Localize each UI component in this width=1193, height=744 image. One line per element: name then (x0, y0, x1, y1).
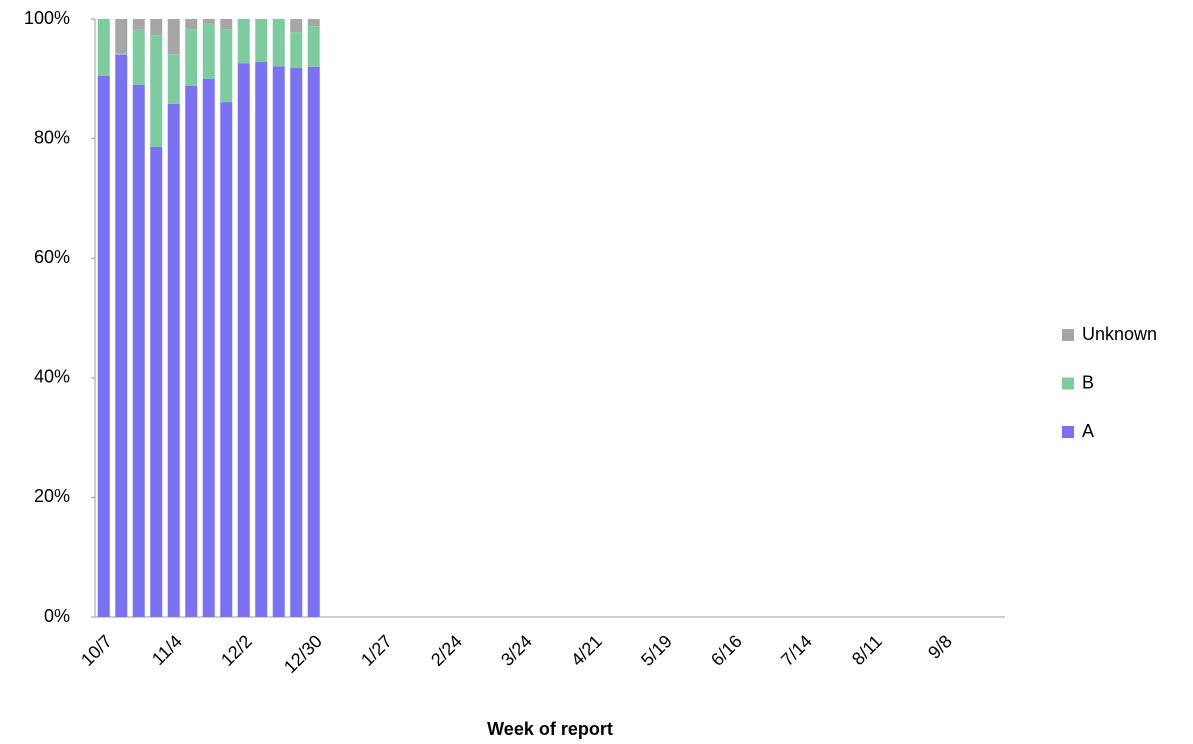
x-tick-label: 6/16 (707, 631, 746, 670)
bar-segment (132, 19, 145, 30)
bar-segment (132, 84, 145, 617)
x-tick-label: 2/24 (427, 631, 466, 670)
bar-segment (115, 54, 128, 617)
x-tick-label: 4/21 (567, 631, 606, 670)
y-tick-label: 100% (24, 8, 70, 28)
bar-segment (150, 146, 163, 618)
x-tick-label: 5/19 (637, 631, 676, 670)
bar-segment (132, 29, 145, 85)
legend-label: Unknown (1082, 324, 1157, 344)
y-tick-label: 40% (34, 367, 70, 387)
x-tick-label: 12/2 (217, 631, 256, 670)
legend-swatch (1062, 329, 1074, 341)
bar-segment (272, 66, 285, 617)
bar-segment (167, 103, 180, 617)
bar-segment (115, 19, 128, 54)
bar-segment (220, 29, 233, 103)
x-tick-label: 3/24 (497, 631, 536, 670)
y-tick-label: 0% (44, 606, 70, 626)
bar-segment (167, 54, 180, 104)
x-tick-label: 1/27 (357, 631, 396, 670)
bar-segment (237, 63, 250, 617)
bar-segment (167, 19, 180, 55)
bar-segment (202, 78, 215, 618)
bar-segment (220, 19, 233, 30)
x-tick-label: 11/4 (148, 631, 186, 669)
bar-segment (97, 75, 110, 617)
bar-segment (307, 66, 320, 618)
bar-segment (97, 19, 110, 76)
bar-segment (220, 102, 233, 617)
bar-segment (290, 19, 303, 33)
bar-segment (290, 68, 303, 617)
bar-segment (202, 23, 215, 79)
bar-segment (307, 19, 320, 27)
x-tick-label: 10/7 (77, 631, 116, 670)
legend-label: A (1082, 421, 1094, 441)
bar-segment (150, 19, 163, 36)
bar-segment (202, 19, 215, 24)
legend-swatch (1062, 426, 1074, 438)
bar-segment (185, 85, 198, 617)
x-tick-label: 7/14 (777, 631, 816, 670)
legend-swatch (1062, 377, 1074, 390)
y-tick-label: 20% (34, 486, 70, 506)
bar-segment (255, 19, 268, 63)
bar-segment (115, 53, 128, 55)
bar-segment (290, 32, 303, 69)
x-tick-label: 9/8 (924, 631, 956, 663)
bar-segment (150, 35, 163, 147)
bar-segment (272, 19, 285, 67)
bar-segment (255, 62, 268, 617)
y-tick-label: 60% (34, 247, 70, 267)
bar-segment (185, 19, 198, 30)
bar-segment (307, 26, 320, 67)
x-axis-label: Week of report (487, 719, 613, 739)
x-tick-label: 12/30 (280, 631, 326, 677)
legend-label: B (1082, 372, 1094, 392)
bar-segment (237, 19, 250, 64)
x-tick-label: 8/11 (848, 631, 886, 669)
y-tick-label: 80% (34, 127, 70, 147)
bar-segment (185, 29, 198, 86)
